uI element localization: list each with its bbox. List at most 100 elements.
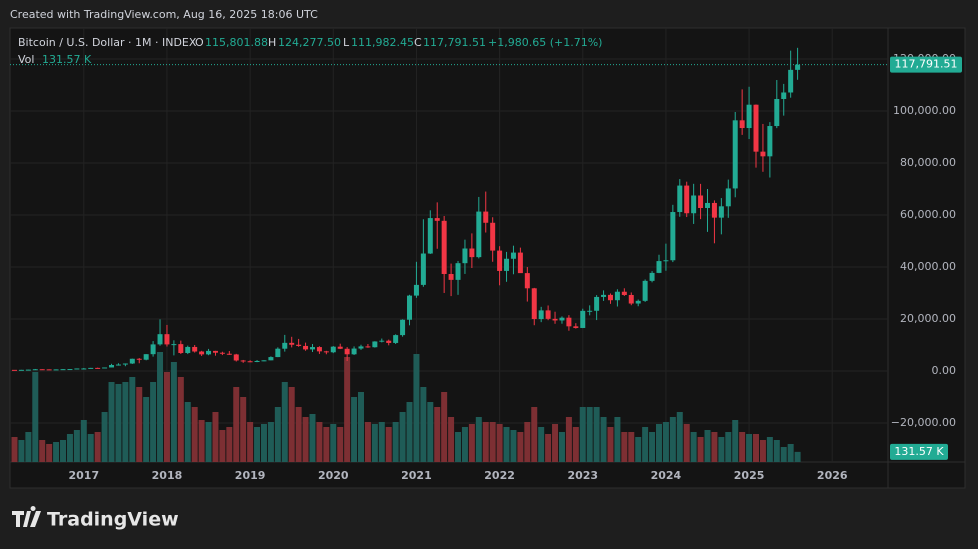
volume-bar	[122, 382, 129, 462]
volume-bar	[538, 427, 545, 462]
volume-bar	[565, 417, 572, 462]
volume-bar	[378, 422, 385, 462]
candle-body	[684, 185, 690, 214]
candle-body	[254, 360, 260, 362]
volume-bar	[309, 414, 316, 462]
volume-bar	[753, 434, 760, 462]
volume-bar	[558, 432, 565, 462]
volume-bar	[46, 444, 53, 462]
candle-body	[171, 344, 177, 346]
candle-body	[746, 104, 752, 129]
volume-bar	[25, 432, 32, 462]
logo-text: TradingView	[47, 509, 179, 531]
candle-body	[247, 361, 253, 363]
candle-body	[157, 334, 163, 345]
volume-bar	[247, 422, 254, 462]
candles	[10, 47, 888, 371]
legend-close: 117,791.51	[423, 36, 486, 49]
candle-body	[448, 273, 454, 280]
candle-body	[739, 120, 745, 129]
volume-bar	[482, 422, 489, 462]
legend-h: H	[268, 36, 276, 49]
volume-bar	[60, 440, 67, 462]
volume-bar	[448, 417, 455, 462]
candle-body	[95, 367, 101, 369]
volume-bar	[73, 430, 80, 462]
volume-bar	[316, 422, 323, 462]
volume-bar	[226, 427, 233, 462]
candle-body	[455, 263, 461, 280]
volume-bar	[489, 422, 496, 462]
volume-bar	[101, 412, 108, 462]
candle-body	[74, 368, 80, 370]
volume-bar	[669, 417, 676, 462]
volume-bar	[662, 422, 669, 462]
legend-o: O	[195, 36, 204, 49]
candle-body	[407, 295, 413, 320]
volume-bar	[177, 377, 184, 462]
x-tick-label: 2023	[567, 469, 598, 482]
candle-body	[386, 340, 392, 343]
volume-bar	[212, 412, 219, 462]
candle-body	[795, 64, 801, 70]
volume-bar	[358, 392, 364, 462]
candle-body	[303, 345, 309, 350]
volume-bar	[351, 397, 358, 462]
volume-bar	[600, 417, 607, 462]
candle-body	[289, 342, 295, 345]
volume-bar	[302, 417, 309, 462]
candle-body	[524, 273, 530, 289]
candle-body	[53, 369, 59, 371]
volume-bar	[371, 424, 378, 462]
volume-bar	[129, 377, 136, 462]
volume-tag: 131.57 K	[894, 445, 944, 458]
y-tick-label: 80,000.00	[900, 156, 956, 169]
candle-body	[614, 291, 620, 301]
x-tick-label: 2020	[318, 469, 349, 482]
volume-bar	[32, 372, 39, 462]
volume-bar	[739, 432, 746, 462]
volume-bar	[399, 412, 406, 462]
candle-body	[351, 348, 357, 355]
candle-body	[573, 326, 579, 328]
candle-body	[621, 291, 627, 295]
candle-body	[497, 250, 503, 271]
volume-bar	[281, 382, 288, 462]
volume-bar	[517, 432, 524, 462]
candle-body	[122, 363, 128, 365]
volume-bar	[676, 412, 683, 462]
candle-body	[316, 347, 322, 352]
volume-bar	[780, 447, 787, 462]
volume-bar	[773, 440, 780, 462]
candle-body	[767, 126, 773, 157]
volume-bar	[163, 372, 170, 462]
candle-body	[642, 280, 648, 301]
volume-bar	[406, 402, 413, 462]
symbol-title: Bitcoin / U.S. Dollar · 1M · INDEX	[18, 36, 197, 49]
candle-body	[517, 252, 523, 274]
candle-body	[635, 300, 641, 304]
volume-bar	[323, 427, 330, 462]
volume-bar	[766, 437, 773, 462]
candle-body	[510, 252, 516, 259]
candle-body	[711, 202, 717, 218]
candle-body	[219, 352, 225, 354]
candle-body	[420, 253, 426, 285]
volume-bar	[649, 432, 656, 462]
volume-bar	[392, 422, 399, 462]
candle-body	[774, 98, 780, 127]
y-tick-label: 100,000.00	[893, 104, 956, 117]
volume-bar	[496, 424, 503, 462]
volume-bar	[655, 424, 662, 462]
candle-body	[323, 351, 329, 353]
volume-bar	[475, 417, 482, 462]
candle-body	[240, 360, 246, 362]
volume-bar	[136, 387, 143, 462]
y-tick-label: −20,000.00	[891, 416, 956, 429]
candle-body	[483, 211, 489, 223]
legend-change: +1,980.65 (+1.71%)	[488, 36, 602, 49]
volume-bar	[468, 424, 475, 462]
volume-bar	[288, 387, 295, 462]
volume-bar	[579, 407, 586, 462]
volume-bar	[711, 432, 718, 462]
